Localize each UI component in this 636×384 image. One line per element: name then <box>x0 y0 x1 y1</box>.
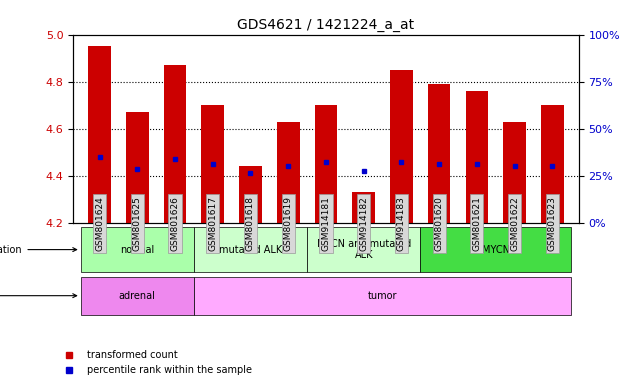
Bar <box>541 105 563 223</box>
Text: GSM914182: GSM914182 <box>359 196 368 251</box>
Bar <box>428 84 450 223</box>
Text: GSM801626: GSM801626 <box>170 196 179 251</box>
Text: tissue: tissue <box>0 291 77 301</box>
Bar <box>163 65 186 223</box>
Text: GSM801621: GSM801621 <box>473 196 481 251</box>
Bar <box>194 276 571 315</box>
Bar <box>239 166 262 223</box>
Text: mutated ALK: mutated ALK <box>219 245 282 255</box>
Bar <box>81 227 194 272</box>
Bar <box>390 70 413 223</box>
Text: adrenal: adrenal <box>119 291 156 301</box>
Bar <box>420 227 571 272</box>
Text: GSM801618: GSM801618 <box>246 196 255 251</box>
Text: GSM801623: GSM801623 <box>548 196 557 251</box>
Text: MYCN and mutated
ALK: MYCN and mutated ALK <box>317 239 411 260</box>
Text: GSM801624: GSM801624 <box>95 196 104 251</box>
Bar <box>88 46 111 223</box>
Bar <box>194 227 307 272</box>
Bar <box>81 276 194 315</box>
Bar <box>202 105 224 223</box>
Text: GSM801620: GSM801620 <box>434 196 444 251</box>
Bar <box>315 105 337 223</box>
Text: GSM801622: GSM801622 <box>510 196 519 251</box>
Title: GDS4621 / 1421224_a_at: GDS4621 / 1421224_a_at <box>237 18 415 32</box>
Text: tumor: tumor <box>368 291 398 301</box>
Text: GSM801619: GSM801619 <box>284 196 293 251</box>
Bar <box>277 122 300 223</box>
Text: normal: normal <box>120 245 155 255</box>
Legend: transformed count, percentile rank within the sample: transformed count, percentile rank withi… <box>56 346 256 379</box>
Bar <box>466 91 488 223</box>
Text: GSM801617: GSM801617 <box>208 196 218 251</box>
Text: GSM914183: GSM914183 <box>397 196 406 251</box>
Bar <box>503 122 526 223</box>
Bar <box>307 227 420 272</box>
Text: GSM914181: GSM914181 <box>321 196 331 251</box>
Text: MYCN: MYCN <box>481 245 509 255</box>
Text: genotype/variation: genotype/variation <box>0 245 77 255</box>
Bar <box>126 112 149 223</box>
Bar <box>352 192 375 223</box>
Text: GSM801625: GSM801625 <box>133 196 142 251</box>
